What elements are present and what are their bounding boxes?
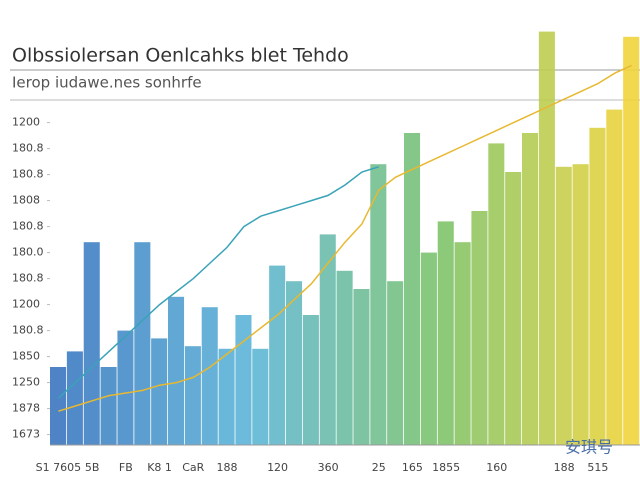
- watermark: 安琪号: [565, 438, 613, 457]
- bar: [555, 166, 572, 446]
- bar: [623, 36, 640, 446]
- bar: [387, 281, 404, 445]
- bar: [302, 315, 319, 445]
- bar: [83, 242, 100, 445]
- bar: [538, 31, 555, 445]
- y-tick-label: 180.8: [12, 324, 44, 337]
- x-tick-label: 160: [486, 461, 507, 474]
- bar: [235, 315, 252, 445]
- y-tick-label: 180.0: [12, 246, 44, 259]
- bar: [572, 164, 589, 445]
- y-tick-label: 1200: [12, 116, 40, 129]
- x-tick-label: 5B: [85, 461, 100, 474]
- x-tick-label: 188: [217, 461, 238, 474]
- trend-line: [57, 166, 379, 399]
- y-tick-label: 180.8: [12, 168, 44, 181]
- y-tick-label: 180.8: [12, 272, 44, 285]
- x-tick-label: 165: [402, 461, 423, 474]
- y-tick-label: 1808: [12, 194, 40, 207]
- bar: [218, 348, 235, 445]
- x-tick-label: CaR: [182, 461, 204, 474]
- bar: [100, 367, 117, 445]
- trend-line: [58, 64, 632, 412]
- bar: [151, 338, 168, 445]
- y-tick-label: 180.8: [12, 142, 44, 155]
- bar: [336, 270, 353, 445]
- bar: [50, 367, 67, 445]
- bar: [319, 234, 336, 445]
- bar: [252, 348, 269, 445]
- y-tick-label: 1250: [12, 376, 40, 389]
- y-tick-label: 180.8: [12, 220, 44, 233]
- bar: [66, 351, 83, 445]
- bar: [589, 127, 606, 446]
- bar: [505, 172, 522, 445]
- bar: [184, 346, 201, 445]
- bar: [420, 252, 437, 445]
- x-tick-label: FB: [119, 461, 133, 474]
- bar: [117, 330, 134, 445]
- bar: [286, 281, 303, 445]
- bar: [353, 289, 370, 445]
- x-tick-label: 120: [267, 461, 288, 474]
- bar: [454, 242, 471, 445]
- chart-subtitle: Ierop iudawe.nes sonhrfe: [12, 74, 202, 92]
- bar: [606, 109, 623, 445]
- y-tick-label: 1200: [12, 298, 40, 311]
- x-tick-label: S1 7605: [36, 461, 81, 474]
- bar: [168, 296, 185, 445]
- y-tick-label: 1878: [12, 402, 40, 415]
- bar: [488, 143, 505, 445]
- x-tick-label: K8 1: [147, 461, 172, 474]
- bar: [437, 221, 454, 445]
- bar: [404, 133, 421, 445]
- bar: [201, 307, 218, 445]
- bar: [370, 164, 387, 445]
- plot-area: 1673 1878 1250 1850 180.8 1200 180.8 180.0 180.8…: [12, 31, 640, 474]
- chart-title: Olbssiolersan Oenlcahks blet Tehdo: [12, 45, 349, 67]
- bar: [522, 133, 539, 445]
- x-tick-label: 515: [587, 461, 608, 474]
- x-tick-label: 360: [318, 461, 339, 474]
- x-tick-label: 1855: [432, 461, 460, 474]
- bar: [471, 211, 488, 445]
- x-tick-label: 188: [554, 461, 575, 474]
- x-tick-label: 25: [372, 461, 386, 474]
- y-tick-label: 1673: [12, 428, 40, 441]
- bar: [269, 265, 286, 445]
- y-tick-label: 1850: [12, 350, 40, 363]
- bar: [134, 242, 151, 445]
